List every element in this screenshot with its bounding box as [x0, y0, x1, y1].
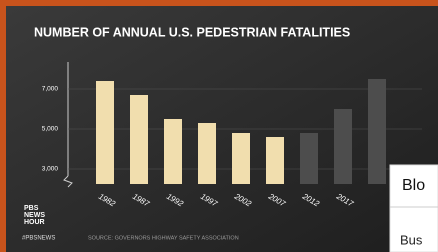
bar	[266, 137, 284, 184]
overlay-title: Blo	[402, 177, 425, 194]
bar	[232, 133, 250, 184]
bar	[198, 123, 216, 184]
logo-line: HOUR	[24, 219, 45, 226]
bar	[96, 81, 114, 184]
chart-title: NUMBER OF ANNUAL U.S. PEDESTRIAN FATALIT…	[34, 25, 350, 39]
overlay-text: Bus	[400, 232, 423, 247]
bar	[334, 109, 352, 184]
overlay-panel: Blo Bus	[390, 165, 438, 252]
logo-line: NEWS	[24, 212, 45, 219]
chart: NUMBER OF ANNUAL U.S. PEDESTRIAN FATALIT…	[0, 0, 438, 252]
hashtag: #PBSNEWS	[22, 236, 55, 242]
source: SOURCE: GOVERNORS HIGHWAY SAFETY ASSOCIA…	[88, 235, 239, 241]
bar	[368, 79, 386, 184]
y-tick-label: 5,000	[42, 126, 59, 133]
bar	[130, 95, 148, 184]
y-tick-label: 7,000	[42, 86, 59, 93]
logo-line: PBS	[24, 205, 39, 212]
bar	[300, 133, 318, 184]
y-tick-label: 3,000	[42, 166, 59, 173]
bar	[164, 119, 182, 184]
